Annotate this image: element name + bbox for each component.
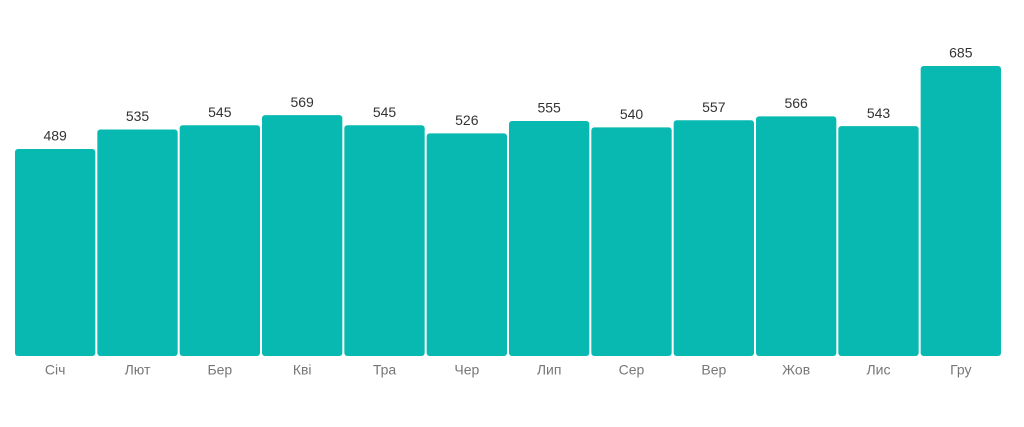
value-label: 569 (290, 94, 314, 110)
x-tick-label: Гру (950, 362, 971, 378)
x-tick-label: Жов (782, 362, 810, 378)
bar (920, 66, 1001, 356)
x-tick-label: Бер (207, 362, 232, 378)
x-tick-label: Лис (866, 362, 890, 378)
bar (591, 127, 672, 356)
bar (673, 120, 754, 356)
x-tick-label: Лип (537, 362, 562, 378)
bar (262, 115, 343, 356)
value-label: 557 (702, 99, 726, 115)
bar (756, 116, 837, 356)
x-tick-label: Кві (293, 362, 312, 378)
value-label: 545 (373, 104, 397, 120)
value-label: 685 (949, 45, 973, 61)
value-label: 555 (537, 100, 561, 116)
bar (426, 133, 507, 356)
value-label: 540 (620, 106, 644, 122)
x-tick-label: Лют (125, 362, 151, 378)
value-label: 543 (867, 105, 891, 121)
bar (344, 125, 425, 356)
value-label: 489 (43, 128, 67, 144)
bar (15, 148, 96, 356)
bar (838, 126, 919, 356)
x-tick-label: Вер (701, 362, 726, 378)
x-tick-label: Тра (373, 362, 397, 378)
bar (509, 121, 590, 356)
x-tick-label: Січ (45, 362, 66, 378)
x-tick-label: Сер (619, 362, 645, 378)
x-tick-label: Чер (454, 362, 479, 378)
value-label: 545 (208, 104, 232, 120)
value-label: 535 (126, 108, 150, 124)
value-label: 526 (455, 112, 479, 128)
value-label: 566 (784, 95, 808, 111)
bar (97, 129, 178, 356)
bar (179, 125, 260, 356)
